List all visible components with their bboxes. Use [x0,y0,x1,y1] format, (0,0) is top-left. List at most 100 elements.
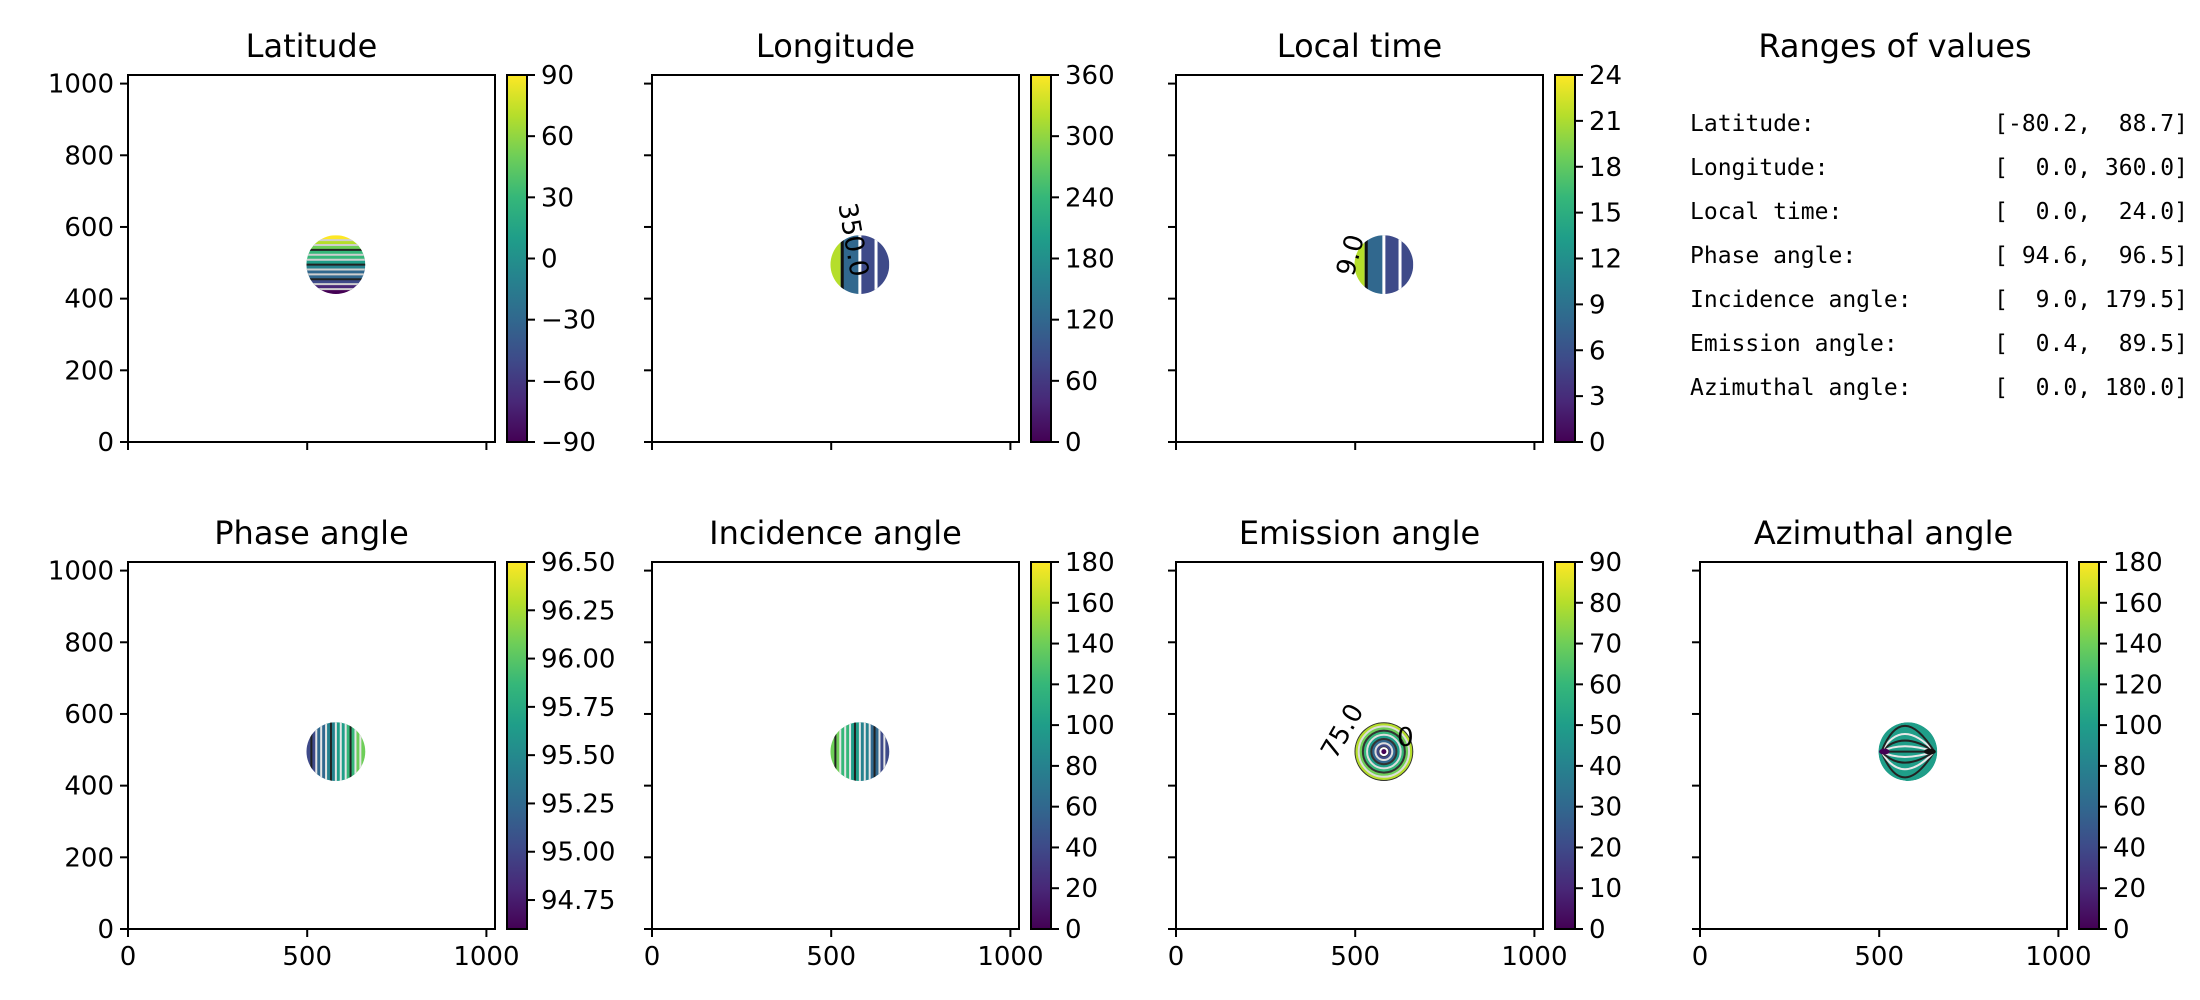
disk-band [316,722,323,781]
disk-band [830,722,837,781]
contour-line [1880,733,1936,753]
colorbar-tick-label: 60 [2113,793,2146,823]
y-tick-label: 1000 [48,70,114,100]
contour-line [1880,750,1936,770]
colorbar-tick-label: 40 [1589,752,1622,782]
disk-band [335,722,342,781]
colorbar-tick-label: 120 [1065,306,1115,336]
colorbar [506,74,528,443]
x-tick-label: 1000 [2025,942,2091,972]
colorbar [1030,74,1052,443]
panel-4: Incidence angle 0 500 1000 180 160 140 120 100 80… [644,514,1115,972]
x-tick-label: 1000 [453,942,519,972]
disk-band [840,235,860,294]
disk-band [1364,235,1384,294]
range-label: Latitude: [1690,111,1815,137]
range-label: Phase angle: [1690,243,1856,269]
disk-band [850,722,856,781]
colorbar-tick-label: 30 [1589,793,1622,823]
x-tick-label: 0 [644,942,661,972]
colorbar-tick-label: 100 [1065,711,1115,741]
x-tick-label: 0 [1168,942,1185,972]
colorbar-tick-label: 120 [2113,670,2163,700]
colorbar-tick-label: −30 [541,306,596,336]
colorbar-tick-label: 240 [1065,183,1115,213]
y-tick-label: 800 [64,141,114,171]
y-tick-label: 800 [64,628,114,658]
colorbar-tick-label: 90 [1589,548,1622,578]
colorbar-tick-label: 160 [1065,589,1115,619]
colorbar-tick-label: 360 [1065,61,1115,91]
colorbar-tick-label: 40 [1065,833,1098,863]
disk-band [306,274,366,281]
colorbar-tick-label: 95.75 [541,693,615,723]
ranges-rows: Latitude: [-80.2, 88.7] Longitude: [ 0.0, 3… [1690,111,2188,401]
colorbar [1554,561,1576,930]
panel-title: Phase angle [214,514,409,552]
colorbar-tick-label: −90 [541,428,596,458]
colorbar-tick-label: 160 [2113,589,2163,619]
y-tick-label: 400 [64,772,114,802]
range-value: [ 0.0, 360.0] [1994,155,2188,181]
colorbar-tick-label: 95.50 [541,741,615,771]
planet-disk [1878,722,1938,781]
x-tick-label: 1000 [1501,942,1567,972]
colorbar-tick-label: 20 [1065,874,1098,904]
colorbar-tick-label: 3 [1589,382,1606,412]
colorbar-tick-label: 96.50 [541,548,615,578]
disk-band [306,722,313,781]
disk-band [835,722,842,781]
y-tick-label: 600 [64,700,114,730]
colorbar-tick-label: 96.00 [541,645,615,675]
disk-band [864,722,871,781]
disk-band [306,289,366,294]
disk-band [350,722,357,781]
disk-band [306,245,366,251]
panel-6: Azimuthal angle 0 500 1000 180 160 140 120 100 80… [1692,514,2163,972]
disk-band [330,722,337,781]
colorbar-tick-label: 96.25 [541,596,615,626]
disk-band [306,259,366,266]
colorbar-tick-label: 0 [1589,915,1606,945]
axes-frame [1175,74,1544,443]
colorbar-tick-label: 6 [1589,336,1606,366]
planet-disk [306,235,366,294]
colorbar-tick-label: 90 [541,61,574,91]
range-value: [ 0.0, 180.0] [1994,375,2188,401]
x-tick-label: 1000 [977,942,1043,972]
contour-line [1880,739,1935,753]
colorbar-tick-label: 24 [1589,61,1622,91]
colorbar-tick-label: 15 [1589,199,1622,229]
contour-label: 0 [1397,723,1414,753]
y-tick-label: 0 [97,428,114,458]
disk-band [874,722,881,781]
colorbar-tick-label: 0 [1065,915,1082,945]
colorbar-tick-label: 9 [1589,290,1606,320]
planet-disk [830,722,890,781]
disk-band [879,722,886,781]
axes-frame [651,74,1020,443]
range-value: [ 0.0, 24.0] [1994,199,2188,225]
range-label: Emission angle: [1690,331,1898,357]
disk-band [326,722,332,781]
range-label: Longitude: [1690,155,1828,181]
range-value: [ 94.6, 96.5] [1994,243,2188,269]
axes-frame [1699,561,2068,930]
colorbar-tick-label: 70 [1589,630,1622,660]
colorbar [506,561,528,930]
colorbar-tick-label: 95.00 [541,838,615,868]
colorbar-tick-label: 0 [1065,428,1082,458]
x-tick-label: 500 [282,942,332,972]
colorbar-tick-label: 180 [2113,548,2163,578]
x-tick-label: 500 [806,942,856,972]
colorbar-tick-label: 30 [541,183,574,213]
disk-band [854,722,861,781]
colorbar-tick-label: 80 [1065,752,1098,782]
colorbar-tick-label: 20 [1589,833,1622,863]
panel-title: Latitude [246,27,378,65]
disk-band [321,722,328,781]
axes-frame [651,561,1020,930]
